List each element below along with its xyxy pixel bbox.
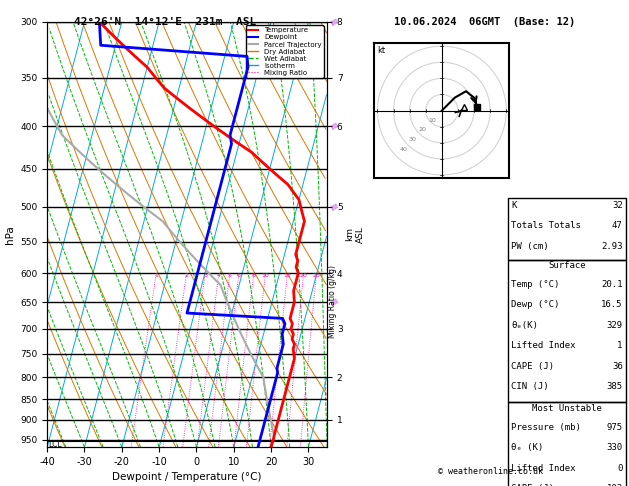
Text: 0: 0 — [617, 464, 623, 473]
Text: IIII: IIII — [330, 297, 340, 307]
Text: Lifted Index: Lifted Index — [511, 464, 576, 473]
Text: K: K — [511, 201, 517, 210]
Text: 330: 330 — [606, 443, 623, 452]
Text: 2.93: 2.93 — [601, 242, 623, 251]
Text: 1: 1 — [154, 273, 158, 278]
Text: CIN (J): CIN (J) — [511, 382, 549, 391]
Text: 975: 975 — [606, 423, 623, 432]
Text: Lifted Index: Lifted Index — [511, 341, 576, 350]
Text: θₑ(K): θₑ(K) — [511, 321, 538, 330]
Text: IIII: IIII — [330, 17, 340, 26]
Text: 40: 40 — [399, 147, 407, 152]
Text: Most Unstable: Most Unstable — [532, 404, 602, 413]
Text: 25: 25 — [313, 273, 320, 278]
Text: PW (cm): PW (cm) — [511, 242, 549, 251]
Text: 15: 15 — [284, 273, 291, 278]
Text: 42°26'N  14°12'E  231m  ASL: 42°26'N 14°12'E 231m ASL — [74, 17, 256, 27]
Text: Mixing Ratio (g/kg): Mixing Ratio (g/kg) — [328, 265, 337, 338]
Text: 3: 3 — [203, 273, 207, 278]
Text: 1: 1 — [617, 341, 623, 350]
Text: Totals Totals: Totals Totals — [511, 221, 581, 230]
Text: 8: 8 — [252, 273, 256, 278]
Text: 385: 385 — [606, 382, 623, 391]
Text: 10: 10 — [428, 118, 436, 123]
Text: 4: 4 — [217, 273, 221, 278]
Text: 10.06.2024  06GMT  (Base: 12): 10.06.2024 06GMT (Base: 12) — [394, 17, 575, 27]
Text: 20: 20 — [300, 273, 308, 278]
X-axis label: Dewpoint / Temperature (°C): Dewpoint / Temperature (°C) — [113, 472, 262, 483]
Text: 6: 6 — [237, 273, 241, 278]
Text: CAPE (J): CAPE (J) — [511, 362, 554, 371]
Text: 30: 30 — [409, 137, 417, 142]
Y-axis label: km
ASL: km ASL — [345, 226, 365, 243]
Text: Dewp (°C): Dewp (°C) — [511, 300, 560, 310]
Text: kt: kt — [377, 46, 386, 55]
Text: Surface: Surface — [548, 261, 586, 270]
Text: 20.1: 20.1 — [601, 280, 623, 289]
Text: Temp (°C): Temp (°C) — [511, 280, 560, 289]
Text: 5: 5 — [228, 273, 232, 278]
Text: 20: 20 — [418, 127, 426, 132]
Text: θₑ (K): θₑ (K) — [511, 443, 543, 452]
Y-axis label: hPa: hPa — [4, 225, 14, 244]
Text: 47: 47 — [612, 221, 623, 230]
Text: 16.5: 16.5 — [601, 300, 623, 310]
Text: Pressure (mb): Pressure (mb) — [511, 423, 581, 432]
Text: IIII: IIII — [330, 202, 340, 211]
Text: LCL: LCL — [48, 439, 62, 449]
Text: 10: 10 — [262, 273, 269, 278]
Text: IIII: IIII — [330, 122, 340, 131]
Text: 329: 329 — [606, 321, 623, 330]
Text: 2: 2 — [184, 273, 189, 278]
Text: 103: 103 — [606, 484, 623, 486]
Text: © weatheronline.co.uk: © weatheronline.co.uk — [438, 467, 543, 476]
Legend: Temperature, Dewpoint, Parcel Trajectory, Dry Adiabat, Wet Adiabat, Isotherm, Mi: Temperature, Dewpoint, Parcel Trajectory… — [246, 25, 323, 78]
Text: CAPE (J): CAPE (J) — [511, 484, 554, 486]
Text: 36: 36 — [612, 362, 623, 371]
Text: 32: 32 — [612, 201, 623, 210]
